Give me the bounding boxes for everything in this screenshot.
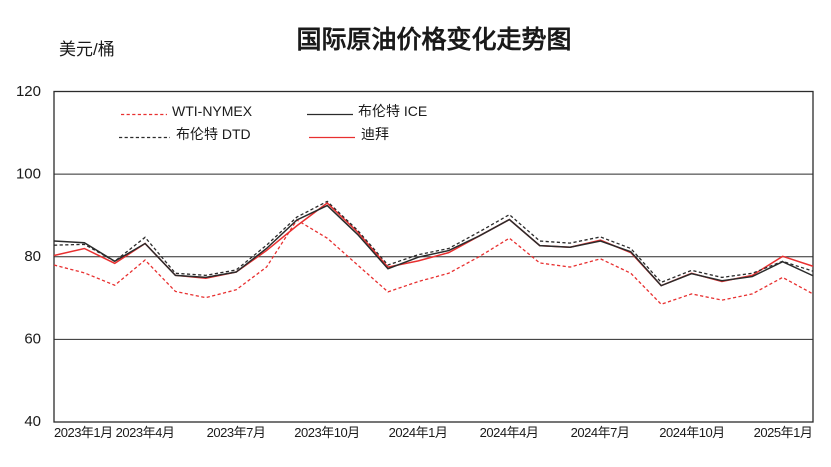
- svg-text:60: 60: [24, 331, 41, 348]
- svg-text:2023年7月: 2023年7月: [207, 425, 266, 440]
- svg-text:2024年4月: 2024年4月: [480, 425, 539, 440]
- svg-text:布伦特 DTD: 布伦特 DTD: [176, 126, 251, 142]
- svg-text:迪拜: 迪拜: [361, 126, 389, 142]
- svg-text:国际原油价格变化走势图: 国际原油价格变化走势图: [296, 25, 571, 54]
- svg-text:WTI-NYMEX: WTI-NYMEX: [172, 103, 253, 119]
- svg-text:120: 120: [16, 83, 41, 100]
- svg-text:100: 100: [16, 166, 41, 183]
- svg-text:2024年10月: 2024年10月: [659, 425, 724, 440]
- svg-text:美元/桶: 美元/桶: [59, 40, 115, 59]
- svg-text:40: 40: [24, 413, 41, 430]
- svg-text:2024年1月: 2024年1月: [389, 425, 448, 440]
- svg-text:2025年1月: 2025年1月: [754, 425, 813, 440]
- svg-text:80: 80: [24, 248, 41, 265]
- svg-text:布伦特 ICE: 布伦特 ICE: [358, 103, 427, 119]
- svg-text:2024年7月: 2024年7月: [571, 425, 630, 440]
- svg-text:2023年1月: 2023年1月: [54, 425, 113, 440]
- svg-text:2023年10月: 2023年10月: [294, 425, 359, 440]
- svg-text:2023年4月: 2023年4月: [116, 425, 175, 440]
